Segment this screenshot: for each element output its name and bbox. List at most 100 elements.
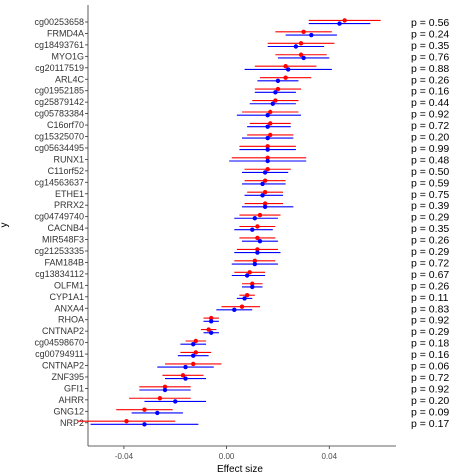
point-red [265,155,270,160]
y-tick-label: C16orf70 [47,120,84,130]
point-blue [252,216,258,221]
point-blue [155,410,160,416]
p-value-label: p = 0.29 [411,212,449,224]
point-red [124,418,129,424]
p-value-label: p = 0.18 [411,338,449,350]
point-red [342,18,347,23]
p-value-label: p = 0.39 [411,200,449,212]
point-blue [262,170,268,175]
point-red [255,224,260,229]
plot-marks [77,18,381,427]
y-tick-label: ANXA4 [54,303,84,313]
point-blue [260,193,265,198]
point-blue [273,90,278,95]
x-axis-title: Effect size [217,464,263,475]
point-blue [255,250,260,255]
p-value-label: p = 0.92 [411,383,449,395]
point-blue [265,158,270,164]
x-tick-label: -0.04 [115,452,134,461]
p-value-label: p = 0.29 [411,246,449,258]
point-blue [286,67,291,72]
y-tick-label: GFI1 [64,383,84,393]
point-red [275,86,281,92]
p-value-label: p = 0.48 [411,154,449,166]
p-value-label: p = 0.11 [411,292,449,304]
point-blue [262,204,268,209]
p-value-label: p = 0.26 [411,280,449,292]
p-value-label: p = 0.75 [411,189,449,201]
y-tick-label: CNTNAP2 [42,361,84,371]
point-red [191,361,196,367]
p-value-label: p = 0.17 [411,418,449,430]
y-tick-label: PRRX2 [54,200,84,210]
point-red [298,52,304,57]
point-red [265,144,270,149]
y-tick-label: CYP1A1 [49,292,84,302]
point-blue [191,353,196,358]
p-value-label: p = 0.44 [411,97,449,109]
point-blue [275,78,281,84]
point-red [283,63,288,69]
point-red [193,338,198,344]
point-red [209,315,214,321]
p-value-labels: p = 0.56p = 0.24p = 0.35p = 0.76p = 0.88… [411,17,449,430]
y-tick-label: cg14563637 [34,177,84,187]
y-tick-label: cg20117519 [35,63,84,73]
p-value-label: p = 0.56 [411,17,449,29]
point-red [157,396,163,401]
point-red [255,235,260,241]
p-value-label: p = 0.99 [411,143,449,155]
x-axis-ticks: -0.04 0.00 0.04 [115,446,338,461]
y-tick-label: FAM184B [44,257,84,267]
point-red [244,293,250,298]
p-value-label: p = 0.59 [411,177,449,189]
point-blue [142,422,147,427]
point-blue [183,364,188,370]
point-red [262,201,268,206]
point-red [262,189,268,195]
y-tick-label: MYO1G [51,51,84,61]
point-blue [265,135,270,141]
point-blue [209,330,214,335]
point-red [268,132,273,138]
y-tick-label: C11orf52 [48,166,84,176]
point-red [283,75,288,80]
point-blue [337,21,342,26]
y-tick-label: CNTNAP2 [42,326,84,336]
y-tick-label: CACNB4 [47,223,84,233]
p-value-label: p = 0.20 [411,132,449,144]
p-value-label: p = 0.83 [411,303,449,315]
p-value-label: p = 0.92 [411,109,449,121]
y-tick-label: ZNF395 [51,372,84,382]
y-axis-title: y [0,223,10,228]
point-red [206,327,211,332]
x-tick-label: 0.04 [321,452,337,461]
point-blue [293,44,299,49]
p-value-label: p = 0.29 [411,326,449,338]
p-value-label: p = 0.67 [411,269,449,281]
y-tick-label: cg04598670 [34,338,84,348]
y-tick-label: OLFM1 [54,280,84,290]
y-tick-label: MIR548F3 [42,235,84,245]
point-red [180,373,186,378]
p-value-label: p = 0.16 [411,349,449,361]
point-red [252,258,258,264]
point-red [162,384,168,389]
y-tick-label: cg13834112 [35,269,84,279]
p-value-label: p = 0.72 [411,120,449,132]
point-red [257,212,263,218]
y-tick-label: GNG12 [53,406,84,416]
y-tick-label: ARL4C [55,74,85,84]
point-blue [301,55,306,61]
axes [87,5,396,447]
y-tick-label: RUNX1 [53,154,84,164]
point-blue [309,32,314,38]
point-red [298,41,304,46]
p-value-label: p = 0.72 [411,257,449,269]
p-value-label: p = 0.92 [411,315,449,327]
point-blue [265,113,270,118]
p-value-label: p = 0.26 [411,235,449,247]
y-tick-label: ETHE1 [55,189,84,199]
point-blue [209,319,214,324]
